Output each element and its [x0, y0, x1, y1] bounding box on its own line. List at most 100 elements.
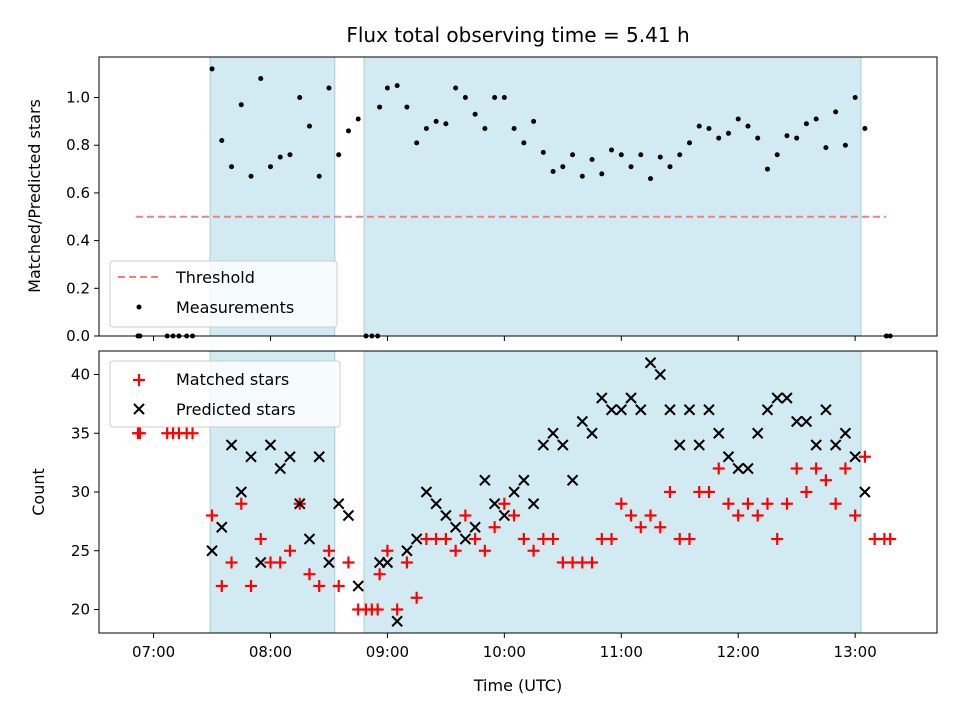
predicted-star-point — [479, 474, 491, 486]
shaded-interval — [364, 57, 861, 336]
predicted-star-mark-b — [518, 474, 530, 486]
predicted-star-mark-b — [849, 451, 861, 463]
measurement-point — [579, 173, 585, 179]
predicted-star-point — [732, 462, 744, 475]
matched-star-point — [605, 533, 618, 545]
predicted-star-point — [644, 357, 657, 369]
predicted-star-mark-b — [810, 439, 822, 451]
legend-predicted-label: Predicted stars — [176, 400, 296, 419]
predicted-star-point — [449, 521, 462, 533]
measurement-point — [258, 75, 264, 81]
predicted-star-mark-b — [430, 498, 442, 510]
y-tick-label: 0.2 — [66, 279, 90, 297]
predicted-star-point — [469, 521, 481, 533]
predicted-star-point — [586, 427, 598, 439]
matched-star-point — [439, 533, 452, 545]
matched-star-points — [131, 427, 897, 616]
matched-star-point — [449, 544, 462, 557]
predicted-star-point — [713, 427, 725, 439]
x-axis-label: Time (UTC) — [473, 676, 562, 695]
predicted-star-mark-b — [703, 404, 715, 416]
matched-star-point — [654, 521, 667, 534]
measurement-point — [735, 116, 741, 122]
bottom-axes-frame — [98, 350, 938, 634]
top-panel: 0.0 0.2 0.4 0.6 0.8 1.0 Matched/Predicted sta… — [25, 56, 938, 345]
matched-star-point — [371, 603, 384, 616]
measurement-point — [531, 118, 537, 124]
predicted-star-mark-b — [459, 533, 472, 545]
matched-star-point — [586, 556, 599, 569]
measurement-point — [238, 102, 244, 108]
measurement-point — [755, 135, 761, 141]
x-tick-label: 09:00 — [366, 643, 409, 661]
predicted-star-mark-b — [440, 509, 452, 522]
legend-measurements-swatch — [136, 304, 142, 310]
predicted-star-mark-b — [264, 439, 277, 451]
matched-star-point — [664, 486, 677, 498]
predicted-star-mark-b — [693, 439, 705, 451]
predicted-star-point — [664, 404, 676, 416]
legend-matched-swatch — [133, 374, 145, 386]
predicted-star-mark-b — [381, 556, 394, 569]
measurement-point — [774, 152, 780, 158]
predicted-star-point — [508, 486, 520, 498]
matched-star-point — [712, 462, 725, 475]
y-tick-label: 1.0 — [66, 89, 90, 107]
measurement-point — [852, 95, 858, 101]
measurement-point — [657, 154, 663, 160]
measurement-point — [628, 164, 634, 170]
predicted-star-mark-b — [751, 427, 764, 439]
predicted-star-point — [781, 392, 793, 404]
predicted-star-point — [225, 439, 238, 451]
x-tick-label: 07:00 — [132, 643, 175, 661]
predicted-star-point — [440, 509, 452, 522]
measurement-points — [135, 66, 893, 339]
top-axes-frame — [98, 56, 938, 337]
predicted-star-point — [859, 486, 871, 498]
y-tick-label: 25 — [71, 542, 90, 560]
matched-star-point — [634, 521, 647, 534]
matched-star-point — [771, 533, 784, 545]
top-shaded-regions — [209, 57, 862, 336]
x-tick-label: 11:00 — [600, 643, 643, 661]
predicted-star-mark-b — [352, 580, 364, 592]
bottom-x-ticks: 07:00 08:00 09:00 10:00 11:00 12:00 13:00 — [132, 633, 877, 661]
matched-star-point — [235, 497, 248, 510]
predicted-star-mark-b — [820, 404, 832, 416]
predicted-star-mark-b — [420, 486, 433, 498]
top-legend: Threshold Measurements — [109, 260, 338, 328]
matched-star-point — [322, 544, 335, 557]
matched-star-point — [488, 521, 501, 534]
measurement-point — [394, 83, 400, 89]
predicted-star-point — [576, 415, 589, 428]
matched-star-point — [410, 591, 423, 604]
measurement-point — [521, 140, 527, 146]
predicted-star-mark-b — [216, 521, 228, 533]
predicted-star-point — [430, 498, 442, 510]
predicted-star-mark-b — [527, 498, 540, 510]
measurement-point — [823, 145, 829, 151]
predicted-star-mark-b — [313, 451, 325, 463]
predicted-star-point — [742, 462, 754, 475]
matched-star-point — [133, 427, 146, 440]
predicted-star-point — [313, 451, 325, 463]
predicted-star-point — [323, 556, 335, 569]
matched-star-point — [527, 544, 540, 557]
predicted-star-point — [635, 404, 647, 416]
measurement-point — [316, 173, 322, 179]
predicted-star-point — [216, 521, 228, 533]
matched-star-point — [498, 497, 511, 510]
predicted-star-point — [674, 439, 686, 451]
predicted-star-mark-b — [274, 462, 286, 475]
measurement-point — [209, 66, 215, 72]
predicted-star-mark-b — [605, 404, 618, 416]
measurement-point — [453, 85, 459, 91]
predicted-star-mark-b — [839, 427, 852, 439]
predicted-star-mark-b — [596, 392, 608, 404]
predicted-star-points — [206, 357, 871, 627]
matched-star-point — [459, 509, 472, 522]
measurement-point — [219, 137, 225, 143]
predicted-star-mark-b — [537, 439, 550, 451]
predicted-star-point — [274, 462, 286, 475]
predicted-star-point — [206, 545, 218, 557]
